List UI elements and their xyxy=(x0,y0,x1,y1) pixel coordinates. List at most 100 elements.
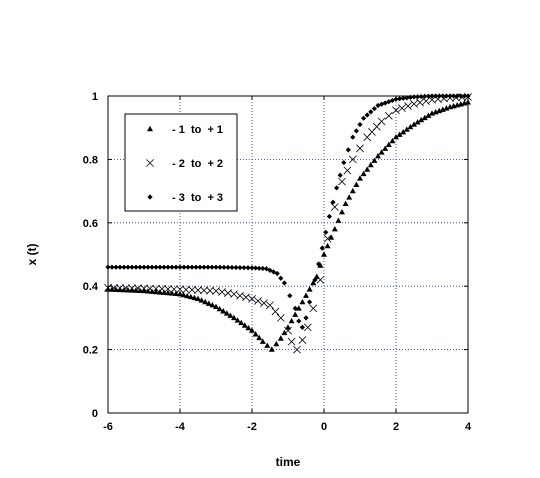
series-1-point xyxy=(411,121,417,127)
series-2-point xyxy=(242,293,250,302)
series-1-point xyxy=(303,292,309,298)
series-3-point xyxy=(245,265,251,271)
series-3-point xyxy=(299,324,305,331)
series-1-point xyxy=(288,317,295,324)
series-3-point xyxy=(197,264,203,270)
series-1-point xyxy=(418,116,425,123)
series-1-point xyxy=(400,128,407,135)
series-3-point xyxy=(345,147,351,153)
series-1-point xyxy=(324,242,331,249)
series-1-point xyxy=(241,322,248,328)
series-3-point xyxy=(451,93,457,99)
series-1-point xyxy=(165,289,171,296)
series-3-point xyxy=(364,112,370,118)
series-2-point xyxy=(276,314,285,322)
x-tick-label: 4 xyxy=(465,421,472,433)
series-2-point xyxy=(146,284,154,293)
series-3-point xyxy=(386,99,392,105)
series-2-point xyxy=(266,301,274,310)
series-2-point xyxy=(164,285,172,293)
series-3-point xyxy=(274,270,280,277)
series-2-point xyxy=(416,98,424,107)
series-2-point xyxy=(293,345,301,354)
series-3-point xyxy=(337,172,343,178)
series-3-point xyxy=(153,264,159,270)
x-tick-label: -2 xyxy=(247,421,257,433)
series-3-point xyxy=(361,115,367,121)
series-3-point xyxy=(157,264,163,270)
series-3-point xyxy=(443,93,449,99)
series-2-point xyxy=(128,284,136,293)
series-1-point xyxy=(161,289,167,295)
series-3-point xyxy=(323,229,329,235)
series-3-point xyxy=(177,264,183,270)
series-3-point xyxy=(149,264,155,270)
x-tick-label: -6 xyxy=(103,421,113,433)
series-2-point xyxy=(271,307,280,316)
series-2-point xyxy=(356,144,364,153)
series-1-point xyxy=(371,157,378,163)
series-3-point xyxy=(221,264,227,270)
series-3-point xyxy=(350,134,356,140)
series-2-point xyxy=(330,203,339,211)
series-1-point xyxy=(295,305,302,311)
series-1-point xyxy=(277,335,284,341)
series-1-point xyxy=(268,346,275,352)
axis-ticks: -6 -4 -2 0 2 4 0 0.2 0.4 0.6 0.8 1 xyxy=(83,91,472,433)
series-1-point xyxy=(342,200,349,206)
series-2-point xyxy=(287,337,296,346)
series-2-point xyxy=(104,283,112,292)
legend-marker-1 xyxy=(147,125,153,132)
series-1-point xyxy=(414,119,421,125)
series-2-point xyxy=(170,285,178,294)
series-2-point xyxy=(392,106,400,115)
series-1-point xyxy=(328,234,335,240)
series-3-point xyxy=(256,265,262,271)
series-3 xyxy=(105,93,471,331)
series-3-point xyxy=(404,95,410,101)
series-1-point xyxy=(216,305,223,312)
series-1-point xyxy=(169,290,175,296)
series-1-point xyxy=(157,289,163,295)
series-2-point xyxy=(200,286,208,295)
y-tick-label: 0.6 xyxy=(83,218,98,230)
series-3-point xyxy=(287,293,293,299)
series-3-point xyxy=(397,96,403,102)
series-3-point xyxy=(371,106,377,112)
series-1-point xyxy=(129,287,135,293)
x-tick-label: 2 xyxy=(393,421,399,433)
series-1-point xyxy=(238,319,245,326)
series-1-point xyxy=(259,338,266,344)
series-3-point xyxy=(105,264,111,270)
y-tick-label: 0.8 xyxy=(83,154,98,166)
series-3-point xyxy=(330,199,336,205)
data-points xyxy=(104,93,472,354)
series-3-point xyxy=(193,264,199,270)
series-3-point xyxy=(440,93,446,99)
series-1-point xyxy=(245,324,252,331)
series-1-point xyxy=(310,279,317,286)
series-3-point xyxy=(400,95,406,101)
series-1-point xyxy=(273,340,280,347)
series-1-point xyxy=(339,209,345,215)
series-1-point xyxy=(227,312,234,318)
series-1-point xyxy=(249,327,255,333)
legend-marker-3 xyxy=(147,194,153,200)
series-2-point xyxy=(338,177,346,186)
x-tick-label: -4 xyxy=(175,421,186,433)
series-3-point xyxy=(233,264,239,271)
series-3-point xyxy=(465,93,471,99)
series-1-point xyxy=(306,286,313,292)
series-1-point xyxy=(389,137,396,144)
legend: - 1 to + 1 - 2 to + 2 - 3 to + 3 xyxy=(124,113,238,212)
series-1-point xyxy=(177,290,183,297)
series-3-point xyxy=(213,264,219,270)
series-3-point xyxy=(429,93,435,99)
series-1-point xyxy=(195,295,201,302)
series-3-point xyxy=(357,121,363,128)
series-1-point xyxy=(205,300,212,306)
series-2-point xyxy=(316,275,325,284)
series-1-point xyxy=(213,303,219,310)
series-3-point xyxy=(141,264,147,270)
legend-label-2: - 2 to + 2 xyxy=(172,158,223,170)
